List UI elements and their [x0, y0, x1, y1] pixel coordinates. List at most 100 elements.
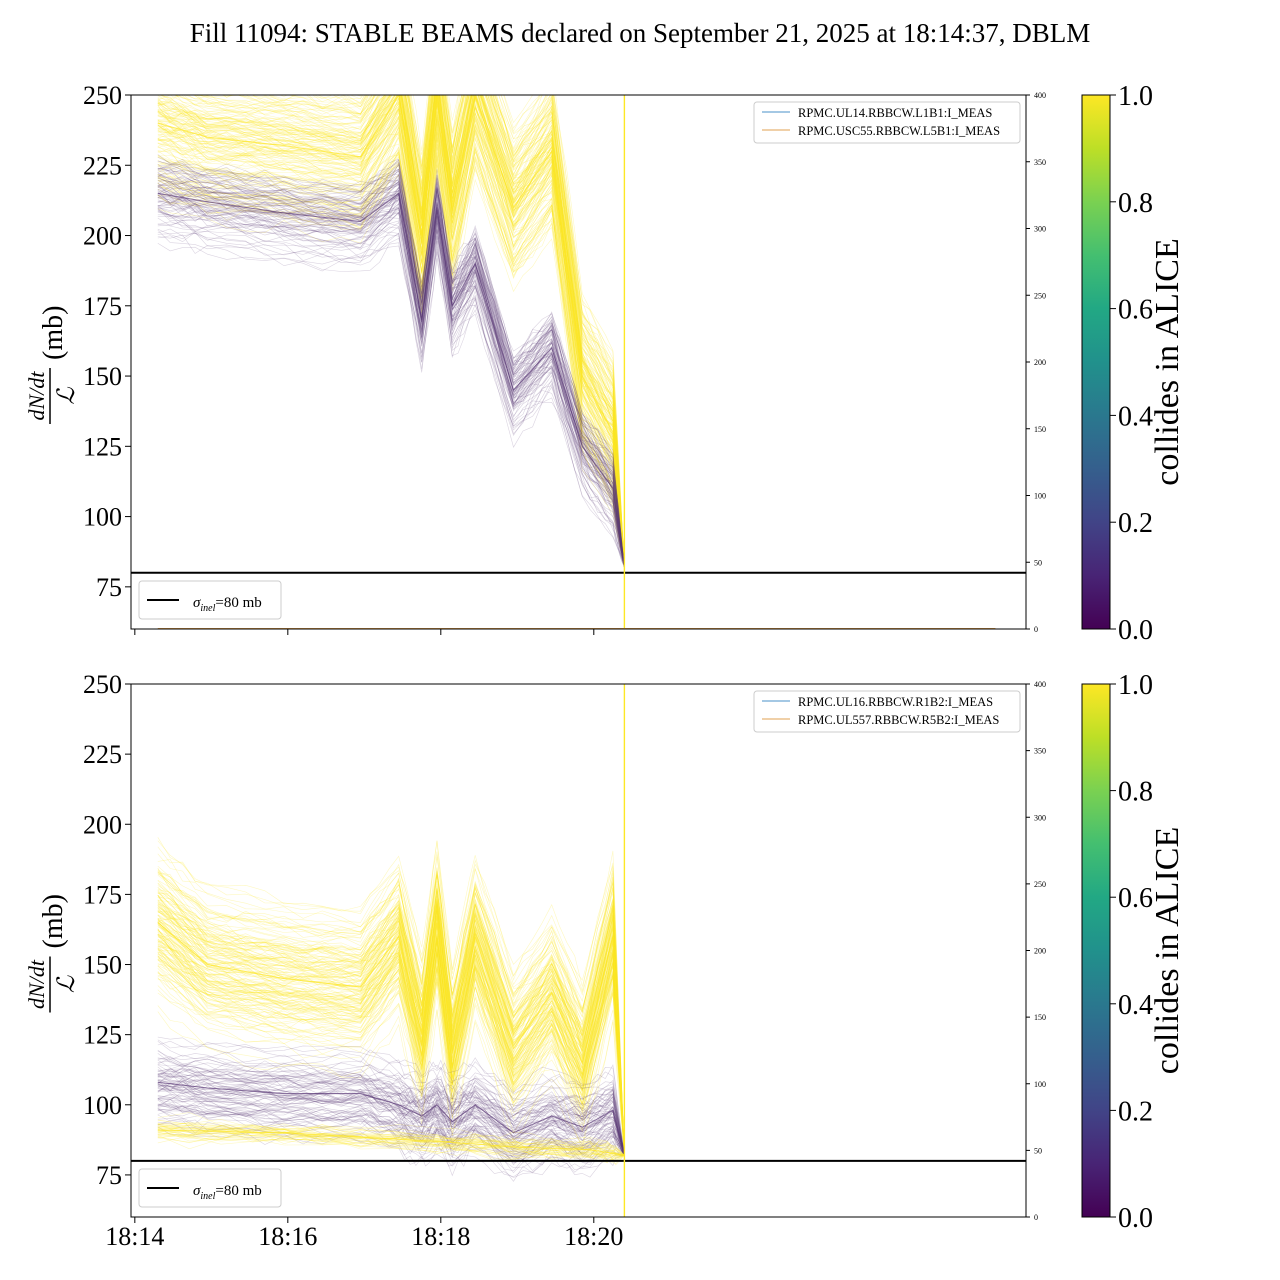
- trace-line: [157, 1125, 625, 1156]
- trace-line: [157, 1079, 625, 1156]
- y-tick-label: 175: [83, 292, 122, 321]
- trace-line: [157, 230, 625, 568]
- trace-line: [157, 1068, 625, 1156]
- trace-line: [157, 95, 625, 568]
- trace-line: [157, 95, 625, 568]
- trace-line: [157, 1085, 625, 1156]
- y-label-denominator: ℒ: [54, 387, 80, 405]
- trace-line: [157, 192, 625, 568]
- trace-line: [225, 95, 625, 568]
- trace-line: [157, 1099, 625, 1156]
- trace-line: [157, 901, 625, 1156]
- trace-line: [157, 1080, 625, 1156]
- trace-line: [157, 186, 625, 568]
- trace-line: [157, 946, 625, 1156]
- trace-line: [157, 933, 625, 1156]
- trace-line: [157, 201, 625, 568]
- trace-line: [355, 95, 625, 568]
- series-yellow-bundle-mean: [157, 921, 625, 1156]
- trace-line: [157, 95, 625, 568]
- trace-line: [157, 883, 625, 1156]
- trace-line: [157, 913, 625, 1156]
- trace-line: [157, 1070, 625, 1156]
- trace-line: [157, 903, 625, 1156]
- series-purple-bundle-mean: [157, 192, 625, 568]
- trace-line: [260, 95, 625, 568]
- trace-line: [157, 191, 625, 568]
- trace-line: [157, 95, 625, 568]
- trace-line: [321, 95, 625, 568]
- trace-line: [157, 105, 625, 568]
- colorbar-label: collides in ALICE: [1149, 827, 1186, 1074]
- trace-line: [157, 211, 625, 568]
- trace-line: [157, 206, 625, 568]
- trace-line: [157, 1124, 625, 1158]
- trace-line: [157, 95, 625, 568]
- trace-line: [157, 117, 625, 568]
- trace-line: [157, 1087, 625, 1156]
- trace-line: [221, 95, 625, 568]
- threshold-legend-label: σinel=80 mb: [193, 1183, 262, 1202]
- trace-line: [157, 1077, 625, 1156]
- trace-line: [157, 95, 625, 568]
- trace-line: [157, 883, 625, 1156]
- y-label-numerator: dN/dt: [24, 371, 49, 421]
- right-y-tick-label: 150: [1034, 1013, 1046, 1022]
- trace-line: [157, 1069, 625, 1156]
- trace-line: [157, 95, 625, 568]
- trace-line: [157, 1095, 625, 1156]
- y-axis-label: dN/dt ℒ (mb): [24, 894, 80, 1013]
- trace-line: [157, 95, 625, 568]
- trace-line: [157, 194, 625, 568]
- threshold-legend-label: σinel=80 mb: [193, 595, 262, 614]
- trace-line: [157, 111, 625, 568]
- trace-line: [194, 95, 625, 568]
- trace-line: [157, 1091, 625, 1156]
- trace-line: [157, 932, 625, 1156]
- trace-line: [157, 928, 625, 1156]
- trace-line: [313, 95, 625, 568]
- trace-line: [157, 1105, 625, 1157]
- trace-line: [157, 154, 625, 568]
- trace-line: [157, 888, 625, 1156]
- trace-line: [157, 115, 625, 568]
- trace-line: [157, 203, 625, 568]
- trace-line: [157, 1127, 625, 1161]
- trace-line: [157, 95, 625, 568]
- trace-line: [157, 895, 625, 1156]
- trace-line: [157, 1064, 625, 1156]
- trace-line: [157, 948, 625, 1156]
- panel-top: 75 100 125 150 175 200 225 250 0 50 100 150 200 250 30…: [24, 81, 1186, 646]
- trace-line: [157, 894, 625, 1156]
- trace-line: [157, 889, 625, 1156]
- trace-line: [157, 125, 625, 568]
- y-tick-label: 200: [83, 810, 122, 839]
- colorbar-tick-label: 0.0: [1118, 1203, 1153, 1234]
- trace-line: [157, 953, 625, 1156]
- trace-line: [157, 1074, 625, 1156]
- trace-line: [157, 896, 625, 1156]
- trace-line: [157, 143, 625, 568]
- trace-line: [157, 146, 625, 568]
- trace-line: [157, 955, 625, 1156]
- trace-line: [157, 119, 625, 568]
- trace-line: [157, 977, 625, 1156]
- trace-line: [157, 904, 625, 1156]
- trace-line: [157, 1125, 625, 1161]
- trace-bundle: [157, 837, 625, 1182]
- trace-line: [157, 184, 625, 568]
- trace-line: [157, 211, 625, 568]
- trace-line: [157, 95, 625, 568]
- trace-line: [157, 870, 625, 1156]
- trace-line: [157, 1084, 625, 1156]
- x-tick-label: 18:16: [258, 1222, 317, 1251]
- trace-line: [157, 909, 625, 1156]
- trace-line: [157, 211, 625, 568]
- trace-line: [251, 95, 625, 568]
- trace-line: [157, 95, 625, 568]
- trace-line: [157, 116, 625, 568]
- trace-line: [157, 95, 625, 568]
- trace-line: [157, 95, 625, 568]
- trace-line: [157, 1059, 625, 1156]
- trace-line: [157, 1084, 625, 1156]
